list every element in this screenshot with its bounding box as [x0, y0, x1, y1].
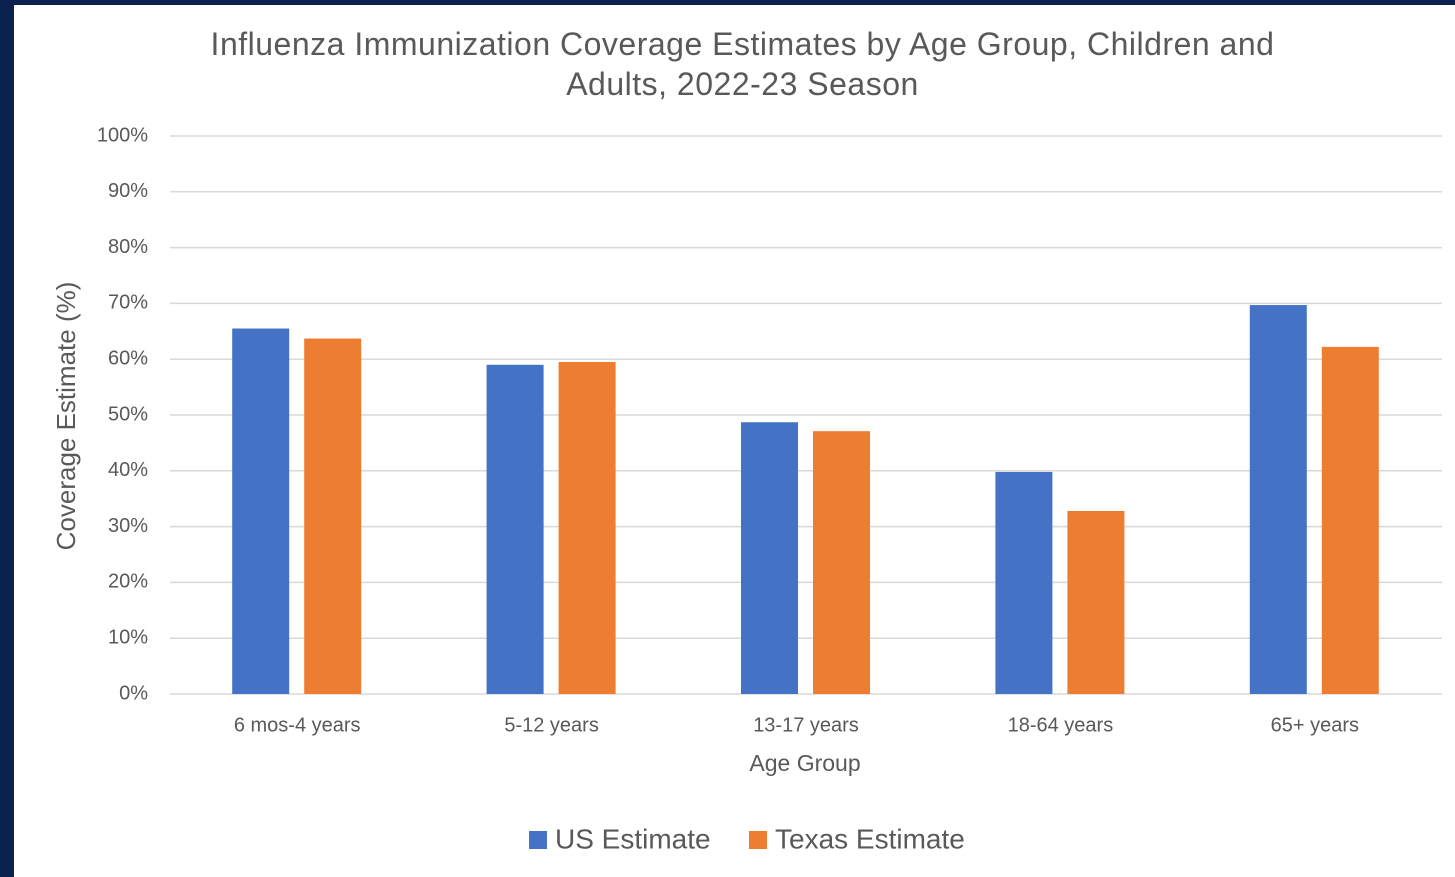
bar	[486, 364, 544, 694]
y-tick-label: 30%	[108, 515, 148, 537]
y-tick-label: 50%	[108, 403, 148, 425]
y-tick-label: 40%	[108, 459, 148, 481]
bar	[1321, 346, 1379, 694]
legend-swatch	[529, 831, 547, 849]
legend-label: Texas Estimate	[775, 823, 965, 854]
y-axis-label: Coverage Estimate (%)	[51, 282, 81, 551]
x-tick-label: 13-17 years	[753, 714, 859, 736]
legend-swatch	[749, 831, 767, 849]
y-tick-label: 20%	[108, 571, 148, 593]
y-tick-label: 0%	[119, 682, 148, 704]
bar	[304, 338, 362, 694]
x-tick-label: 5-12 years	[504, 714, 599, 736]
x-tick-label: 65+ years	[1271, 714, 1359, 736]
x-tick-label: 6 mos-4 years	[234, 714, 361, 736]
x-axis-label: Age Group	[749, 750, 860, 776]
bar	[1249, 305, 1307, 694]
y-tick-label: 80%	[108, 236, 148, 258]
bar	[813, 431, 870, 694]
bar	[558, 361, 616, 694]
y-tick-label: 60%	[108, 347, 148, 369]
y-tick-label: 70%	[108, 292, 148, 314]
legend-label: US Estimate	[555, 823, 711, 854]
y-tick-label: 100%	[97, 124, 148, 146]
bar	[741, 422, 798, 694]
x-tick-label: 18-64 years	[1008, 714, 1114, 736]
y-tick-label: 10%	[108, 626, 148, 648]
y-tick-label: 90%	[108, 180, 148, 202]
bar	[232, 328, 290, 694]
bar	[995, 471, 1053, 694]
bar	[1067, 510, 1125, 694]
chart-title: Influenza Immunization Coverage Estimate…	[210, 26, 1275, 102]
